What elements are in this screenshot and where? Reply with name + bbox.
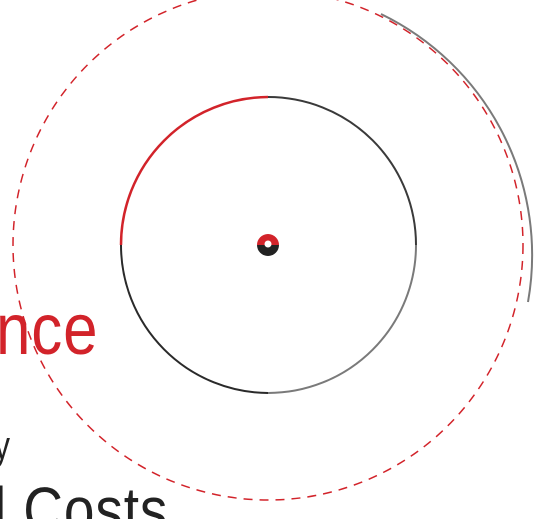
center-dot-red-half	[257, 234, 279, 245]
center-dot-core	[264, 240, 272, 248]
middle-ring-top-right-segment	[267, 96, 417, 246]
dark-heading-fragment: l Costs	[0, 474, 169, 519]
middle-ring-bottom-left-segment	[120, 244, 269, 394]
middle-ring-red-segment	[119, 95, 269, 246]
middle-ring-bottom-right-segment	[267, 244, 417, 394]
small-text-fragment: y	[0, 426, 10, 466]
center-dot-dark-half	[257, 245, 279, 256]
red-heading-fragment: nce	[0, 290, 99, 370]
outer-gray-arc	[380, 13, 534, 303]
dashed-red-ring	[12, 0, 524, 501]
